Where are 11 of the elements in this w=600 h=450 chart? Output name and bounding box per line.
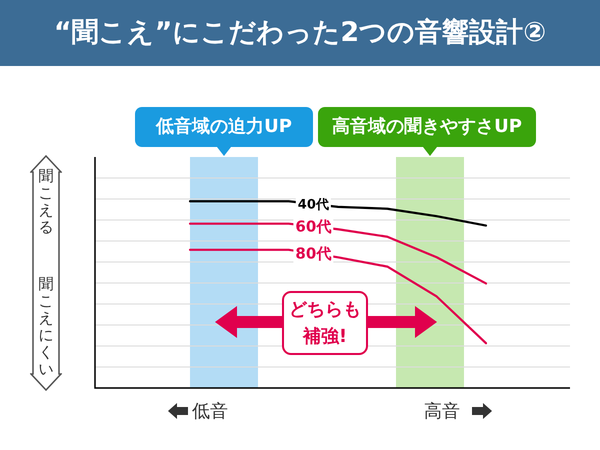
text: 聞こえにくい [38,275,54,378]
text: 高音域の聞きやすさUP [318,107,536,147]
chart-title: “聞こえ”にこだわった2つの音響設計② [0,0,600,66]
annotation: どちらも補強! [282,291,368,355]
series-label: 80代 [295,244,332,262]
text: 低音 [192,400,228,423]
text: 高音 [424,400,460,423]
text: 低音域の迫力UP [135,107,313,147]
series-label: 40代 [298,197,329,212]
series-label: 60代 [295,217,332,236]
text: 聞こえる [38,167,54,236]
